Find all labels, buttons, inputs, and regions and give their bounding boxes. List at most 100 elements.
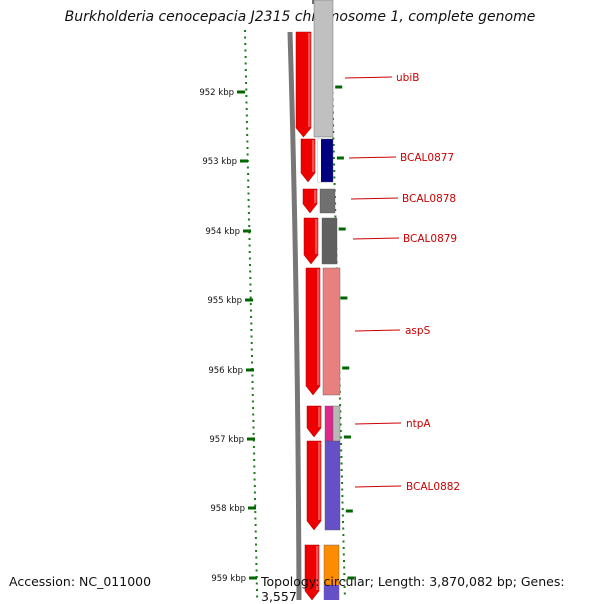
scale-dot — [254, 504, 257, 507]
outer-dot — [342, 553, 345, 556]
scale-dot — [254, 511, 257, 513]
scale-dot — [247, 205, 250, 208]
scale-dot — [255, 569, 258, 572]
outer-dot — [343, 586, 346, 588]
scale-dot — [255, 556, 258, 559]
outer-dot — [332, 157, 335, 159]
outer-dot — [342, 527, 345, 530]
scale-dot — [253, 452, 256, 455]
cds-highlight — [318, 407, 321, 427]
outer-dot — [338, 397, 341, 400]
scale-tick — [240, 159, 248, 163]
scale-dot — [253, 459, 256, 461]
scale-dot — [247, 199, 250, 201]
outer-dot — [341, 488, 344, 491]
cog-sliver — [332, 405, 341, 442]
scale-tick — [243, 229, 251, 233]
scale-dot — [246, 134, 249, 136]
scale-dot — [249, 270, 252, 273]
gene-label: ubiB — [396, 72, 419, 84]
scale-dot — [249, 264, 251, 266]
outer-dot — [339, 410, 342, 413]
outer-tick — [343, 435, 351, 439]
cds-arrow — [305, 267, 321, 396]
scale-dot — [250, 329, 253, 331]
scale-dot — [247, 173, 250, 175]
cds-arrow — [300, 138, 316, 183]
cog-sliver — [318, 139, 321, 182]
gene-leader-line — [344, 76, 393, 79]
gene-label: BCAL0877 — [400, 152, 454, 164]
cog-block — [324, 405, 334, 442]
cds-highlight — [312, 140, 315, 172]
scale-dot — [254, 517, 257, 520]
scale-tick-label: 953 kbp — [202, 157, 237, 167]
outer-dot — [332, 131, 335, 133]
scale-dot — [255, 582, 258, 585]
outer-dot — [341, 495, 344, 497]
accession-label: Accession: NC_011000 — [9, 574, 152, 589]
scale-dot — [248, 218, 250, 221]
scale-dot — [245, 95, 248, 97]
scale-tick — [249, 576, 257, 580]
scale-tick-label: 956 kbp — [208, 366, 243, 376]
scale-dot — [244, 43, 247, 45]
scale-dot — [245, 114, 248, 117]
scale-dot — [253, 491, 256, 494]
outer-tick — [342, 366, 350, 370]
scale-dot — [249, 277, 252, 279]
outer-dot — [339, 436, 342, 439]
scale-dot — [250, 316, 253, 318]
scale-dot — [245, 75, 247, 78]
scale-ticks: 952 kbp 953 kbp 954 kbp 955 kbp 956 kbp 957 k… — [199, 85, 355, 584]
scale-dot — [250, 348, 253, 351]
scale-dot — [252, 413, 255, 416]
outer-tick — [340, 296, 348, 300]
scale-dot — [250, 309, 252, 312]
outer-dot — [342, 534, 345, 536]
outer-tick — [335, 85, 343, 89]
outer-dot — [339, 404, 342, 406]
cog-block — [324, 440, 341, 531]
scale-dot — [244, 56, 247, 58]
map-title: Burkholderia cenocepacia J2315 chromosom… — [64, 9, 536, 25]
gene-leader-line — [354, 485, 402, 488]
scale-dot — [251, 400, 254, 403]
scale-tick — [245, 298, 253, 302]
cog-block — [319, 188, 336, 214]
outer-dot — [341, 501, 344, 504]
scale-dot — [251, 374, 254, 377]
scale-dot — [244, 30, 246, 32]
scale-tick-label: 958 kbp — [210, 504, 245, 514]
outer-dot — [332, 150, 335, 153]
outer-dot — [340, 456, 343, 458]
outer-tick — [336, 156, 344, 160]
outer-dot — [332, 144, 335, 146]
outer-dot — [340, 469, 343, 471]
scale-dot — [254, 524, 257, 526]
scale-dot — [252, 446, 255, 448]
scale-dot — [254, 530, 257, 533]
outer-dot — [339, 417, 342, 419]
scale-dot — [248, 257, 251, 260]
outer-dot — [343, 579, 346, 582]
cog-sliver — [324, 585, 339, 600]
cds-arrow — [306, 440, 322, 531]
scale-dot — [249, 303, 252, 305]
cog-block — [322, 267, 341, 396]
scale-dot — [250, 322, 253, 325]
scale-tick-label: 954 kbp — [205, 227, 240, 237]
cds-highlight — [308, 33, 311, 127]
cds-arrow — [302, 188, 318, 214]
gene-label: BCAL0882 — [406, 481, 460, 493]
scale-dot — [245, 82, 248, 84]
scale-dot — [246, 140, 249, 143]
scale-dot — [245, 88, 248, 91]
scale-dot — [253, 485, 256, 487]
outer-dot — [333, 183, 336, 185]
scale-tick — [246, 368, 254, 372]
outer-dot — [341, 514, 344, 517]
outer-dot — [343, 592, 346, 595]
cds-arrow — [303, 217, 319, 265]
